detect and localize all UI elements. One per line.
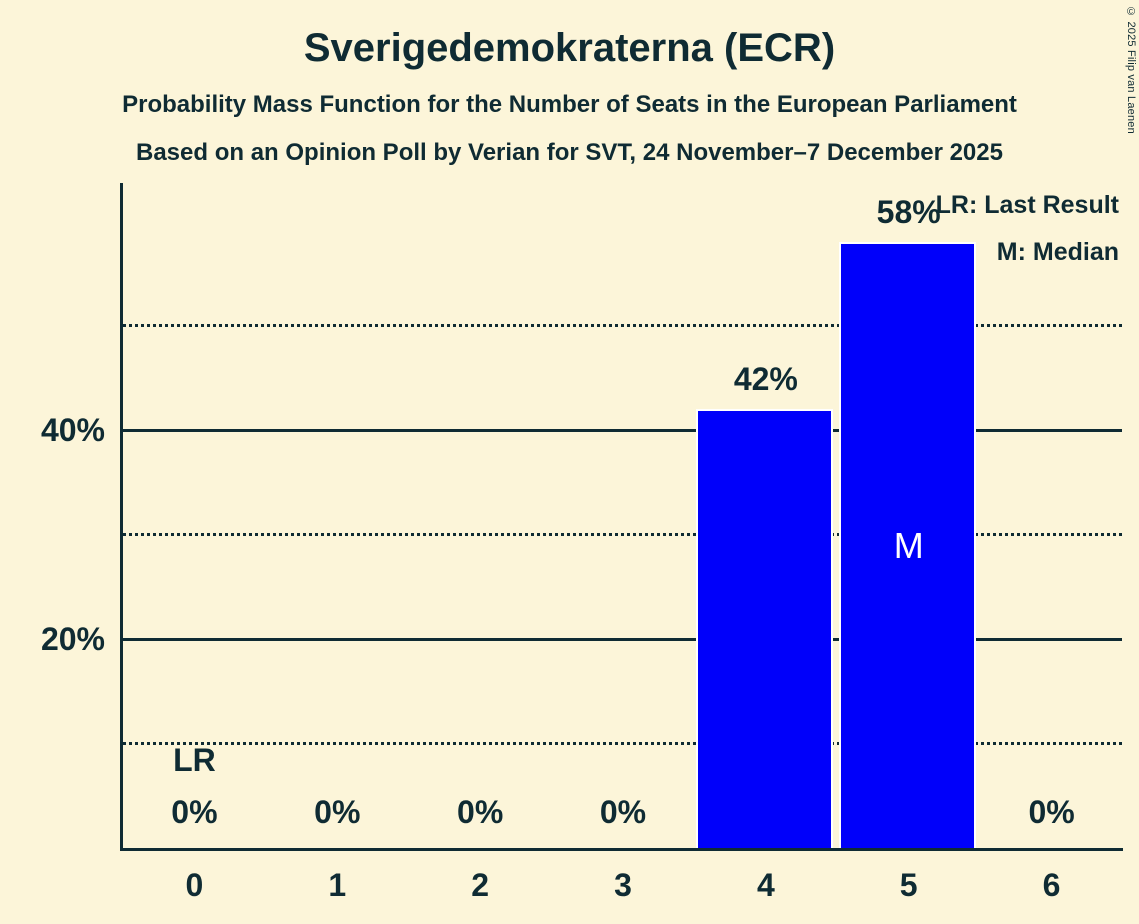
chart-subtitle-line2: Based on an Opinion Poll by Verian for S… <box>136 139 1003 166</box>
y-axis-tick-label: 40% <box>40 412 105 448</box>
bar-seats-4 <box>696 409 834 848</box>
x-axis-tick-label-1: 1 <box>328 867 347 903</box>
plot-area: 20% 40% 0% 0 LR 0% 1 0% 2 0% 3 42% 4 58% 5 M 0% 6 <box>41 183 1123 903</box>
bar-value-label-1: 0% <box>314 794 361 830</box>
gridline-dotted-10pct <box>123 742 1122 745</box>
legend-last-result-label: LR: Last Result <box>935 191 1119 219</box>
legend-median-label: M: Median <box>996 238 1119 266</box>
bar-seats-5 <box>839 241 977 848</box>
chart-title: Sverigedemokraterna (ECR) <box>303 26 836 70</box>
bar-value-label-5: 58% <box>876 193 941 230</box>
copyright-notice: © 2025 Filip van Laenen <box>1125 6 1137 134</box>
last-result-marker: LR <box>173 742 216 778</box>
x-axis-tick-label-6: 6 <box>1042 867 1061 903</box>
x-axis-tick-label-5: 5 <box>899 867 918 903</box>
gridline-solid-20pct <box>123 637 1122 641</box>
bar-value-label-0: 0% <box>171 794 218 830</box>
median-marker: M <box>893 525 924 566</box>
bar-value-label-4: 42% <box>733 361 798 398</box>
chart-legend: LR: Last Result M: Median <box>936 182 1119 276</box>
bar-value-label-3: 0% <box>599 794 647 830</box>
bar-value-label-2: 0% <box>457 794 504 830</box>
gridline-dotted-50pct <box>123 324 1122 327</box>
y-axis-tick-label: 20% <box>40 621 105 657</box>
chart-subtitle-line1: Probability Mass Function for the Number… <box>122 91 1017 118</box>
gridline-dotted-30pct <box>123 533 1122 536</box>
x-axis-tick-label-2: 2 <box>471 867 490 903</box>
bar-value-label-6: 0% <box>1028 794 1075 830</box>
x-axis-tick-label-0: 0 <box>185 867 204 903</box>
gridline-solid-40pct <box>123 428 1122 432</box>
x-axis-tick-label-4: 4 <box>756 867 775 903</box>
x-axis-tick-label-3: 3 <box>614 867 632 903</box>
